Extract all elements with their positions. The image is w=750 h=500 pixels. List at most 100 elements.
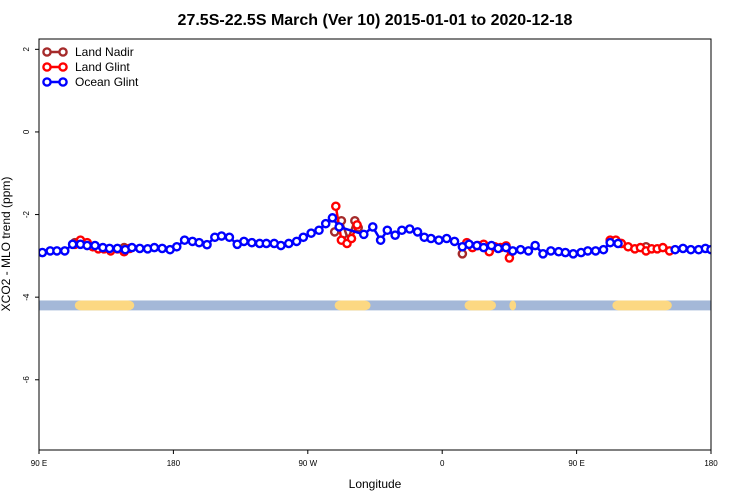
series-layer	[39, 201, 711, 263]
data-point	[358, 229, 369, 240]
data-point	[706, 244, 711, 255]
land-patch	[334, 300, 371, 311]
legend-item-land-glint: Land Glint	[42, 60, 130, 74]
data-point	[507, 246, 518, 256]
data-point	[678, 243, 688, 254]
data-point	[375, 235, 386, 245]
plot-frame	[38, 38, 712, 451]
data-point	[530, 240, 540, 251]
y-tick-label: 0	[22, 129, 31, 134]
land-patch	[612, 300, 672, 311]
data-point	[239, 236, 249, 247]
x-axis-label: Longitude	[349, 477, 402, 491]
data-point	[670, 244, 680, 255]
data-point	[306, 228, 316, 238]
data-point	[583, 246, 593, 256]
data-point	[523, 246, 534, 256]
legend-label: Ocean Glint	[75, 75, 139, 89]
data-point	[330, 201, 341, 212]
y-tick-label: 2	[22, 47, 31, 52]
legend-marker	[42, 47, 52, 57]
legend-marker	[58, 62, 68, 72]
x-tick-label: 90 W	[298, 459, 317, 468]
plot-area	[39, 201, 711, 311]
legend-item-ocean-glint: Ocean Glint	[42, 75, 139, 89]
data-point	[449, 236, 460, 247]
data-point	[434, 235, 444, 245]
data-point	[367, 222, 378, 232]
x-tick-label: 90 E	[568, 459, 584, 468]
x-tick-label: 90 E	[31, 459, 47, 468]
legend-marker	[42, 62, 52, 72]
land-patch	[464, 300, 496, 311]
data-point	[149, 242, 160, 253]
data-point	[59, 246, 70, 256]
data-point	[224, 232, 235, 243]
data-point	[291, 236, 302, 247]
data-point	[493, 243, 504, 254]
data-point	[320, 218, 331, 229]
x-tick-label: 180	[704, 459, 718, 468]
legend-label: Land Glint	[75, 60, 130, 74]
land-patch	[509, 300, 517, 311]
data-point	[426, 233, 436, 244]
legend-label: Land Nadir	[75, 45, 134, 59]
data-point	[52, 246, 62, 256]
x-tick-label: 180	[167, 459, 181, 468]
data-point	[39, 247, 48, 258]
data-point	[202, 239, 212, 250]
data-point	[605, 237, 616, 248]
chart-title: 27.5S-22.5S March (Ver 10) 2015-01-01 to…	[178, 12, 573, 29]
data-point	[546, 246, 556, 256]
data-point	[246, 237, 257, 248]
legend-marker	[42, 77, 52, 87]
data-point	[194, 237, 204, 248]
basemap-layer	[39, 300, 711, 311]
data-point	[112, 243, 123, 254]
data-point	[441, 233, 452, 244]
data-point	[538, 248, 548, 259]
data-point	[478, 242, 489, 253]
data-point	[568, 248, 579, 259]
data-point	[104, 243, 115, 254]
data-point	[90, 240, 100, 251]
data-point	[404, 224, 415, 234]
data-point	[298, 232, 309, 243]
data-point	[261, 238, 272, 249]
x-axis: 90 E 180 90 W 0 90 E 180	[31, 450, 718, 468]
data-point	[334, 222, 344, 232]
data-point	[412, 227, 423, 237]
land-patch	[74, 300, 135, 311]
data-point	[590, 246, 601, 256]
data-point	[127, 242, 137, 253]
data-point	[171, 241, 182, 252]
data-point	[216, 231, 227, 241]
data-point	[134, 243, 145, 254]
data-point	[613, 238, 623, 249]
data-point	[283, 238, 294, 249]
y-tick-label: -2	[22, 210, 31, 218]
data-point	[67, 239, 78, 250]
data-point	[276, 240, 286, 251]
data-point	[397, 225, 407, 236]
y-axis-label: XCO2 - MLO trend (ppm)	[0, 177, 13, 312]
y-tick-label: -6	[22, 376, 31, 384]
data-point	[686, 244, 696, 255]
y-axis: -6 -4 -2 0 2	[22, 47, 39, 384]
data-point	[82, 240, 92, 251]
data-point	[515, 244, 526, 255]
legend-marker	[58, 47, 68, 57]
data-point	[314, 225, 324, 236]
ocean-band	[39, 300, 711, 311]
data-point	[157, 243, 167, 254]
series-ocean-glint	[39, 213, 711, 259]
data-point	[464, 239, 474, 250]
legend-item-land-nadir: Land Nadir	[42, 45, 134, 59]
legend-marker	[58, 77, 68, 87]
data-point	[382, 225, 393, 236]
y-tick-label: -4	[22, 293, 31, 301]
data-point	[352, 220, 362, 230]
data-point	[598, 244, 609, 255]
